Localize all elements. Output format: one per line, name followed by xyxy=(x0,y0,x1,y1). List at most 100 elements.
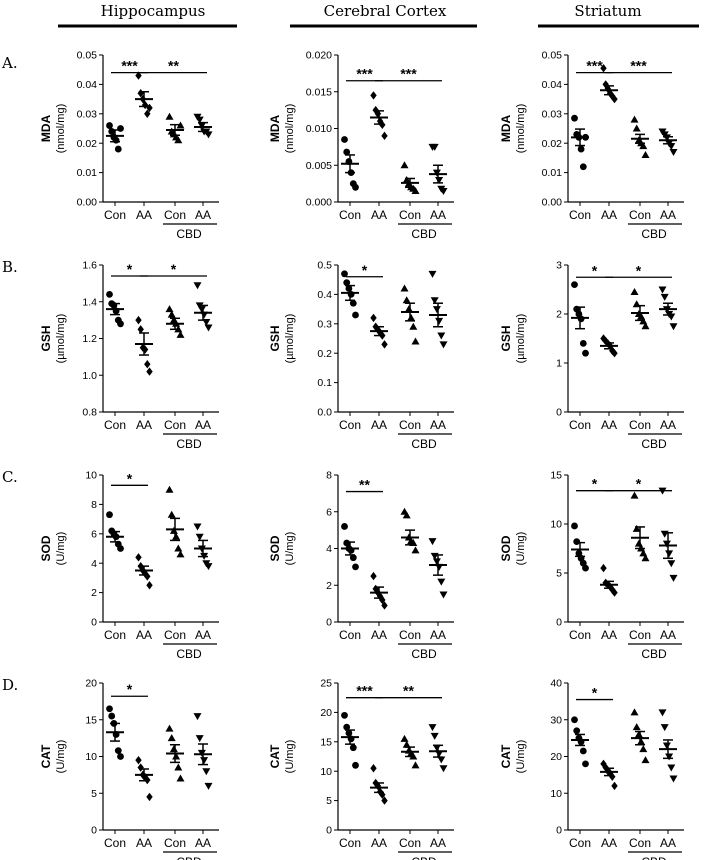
y-tick-label: 6 xyxy=(91,528,97,540)
significance-label: *** xyxy=(356,683,373,699)
data-point xyxy=(379,595,386,605)
data-point xyxy=(341,270,348,278)
chart-panel: 0.8 1.0 1.2 1.4 1.6 GSH (µmol/mg) Con AA Con AA CBD… xyxy=(39,260,219,451)
data-point xyxy=(400,161,409,169)
x-tick-label: AA xyxy=(430,208,446,222)
data-point xyxy=(135,315,142,325)
y-axis-unit: (nmol/mg) xyxy=(515,104,527,154)
significance-label: *** xyxy=(630,58,647,74)
data-point xyxy=(370,313,377,323)
x-tick-label: Con xyxy=(569,418,591,432)
data-point xyxy=(176,550,185,558)
y-axis-title: SOD xyxy=(39,535,53,561)
chart-panel: 0.00 0.01 0.02 0.03 0.04 0.05 MDA (nmol/mg) Con A… xyxy=(499,50,684,241)
data-point xyxy=(432,744,441,752)
data-point xyxy=(352,563,359,571)
data-point xyxy=(200,757,209,765)
x-tick-label: Con xyxy=(399,628,421,642)
chart-panel: 0 5 10 15 SOD (U/mg) Con AA Con AA CBD * * xyxy=(499,470,684,661)
x-tick-label: Con xyxy=(339,836,361,850)
data-point xyxy=(165,724,174,732)
data-point xyxy=(634,730,643,738)
data-point xyxy=(137,763,144,772)
data-point xyxy=(144,572,151,581)
data-point xyxy=(630,708,639,716)
y-tick-label: 0.3 xyxy=(317,318,332,330)
significance-label: * xyxy=(171,261,177,277)
chart-panel: 0.00 0.01 0.02 0.03 0.04 0.05 MDA (nmol/mg) Con A… xyxy=(39,50,219,241)
data-point xyxy=(428,538,437,546)
data-point xyxy=(658,709,667,717)
y-tick-label: 0 xyxy=(556,825,562,837)
data-point xyxy=(641,756,650,764)
data-point xyxy=(641,150,650,158)
y-tick-label: 15 xyxy=(550,470,562,482)
x-tick-label: Con xyxy=(569,628,591,642)
data-point xyxy=(579,747,587,755)
y-tick-label: 15 xyxy=(85,714,97,726)
x-tick-label: Con xyxy=(569,208,591,222)
data-point xyxy=(352,183,359,191)
data-point xyxy=(602,336,609,346)
data-point xyxy=(641,554,650,562)
data-point xyxy=(571,114,578,122)
data-point xyxy=(174,763,183,771)
cbd-group-label: CBD xyxy=(176,647,202,661)
cbd-group-label: CBD xyxy=(641,437,667,451)
data-point xyxy=(411,761,420,769)
y-tick-label: 0 xyxy=(326,617,332,629)
x-tick-label: Con xyxy=(569,836,591,850)
data-point xyxy=(411,186,420,194)
x-tick-label: Con xyxy=(399,208,421,222)
data-point xyxy=(432,558,441,566)
y-tick-label: 2 xyxy=(556,309,562,321)
x-tick-label: AA xyxy=(136,836,152,850)
data-point xyxy=(106,511,113,519)
y-tick-label: 10 xyxy=(320,766,332,778)
y-axis-unit: (U/mg) xyxy=(515,532,527,566)
data-point xyxy=(135,755,142,765)
y-axis-title: GSH xyxy=(39,325,53,351)
significance-label: * xyxy=(592,262,598,278)
cbd-group-label: CBD xyxy=(411,647,437,661)
y-tick-label: 10 xyxy=(85,470,97,482)
y-tick-label: 0.01 xyxy=(542,167,563,179)
y-tick-label: 0 xyxy=(326,825,332,837)
data-point xyxy=(639,142,648,150)
y-tick-label: 0.010 xyxy=(306,123,332,135)
y-tick-label: 5 xyxy=(556,568,562,580)
x-tick-label: Con xyxy=(164,628,186,642)
x-tick-label: AA xyxy=(371,836,387,850)
data-point xyxy=(667,560,676,568)
data-point xyxy=(349,554,357,562)
x-tick-label: AA xyxy=(601,208,617,222)
significance-label: * xyxy=(636,262,642,278)
data-point xyxy=(108,128,116,135)
data-point xyxy=(167,510,176,518)
cbd-group-label: CBD xyxy=(176,227,202,241)
significance-label: * xyxy=(592,685,598,701)
x-tick-label: AA xyxy=(430,628,446,642)
y-tick-label: 0.00 xyxy=(77,197,98,209)
y-tick-label: 10 xyxy=(550,519,562,531)
data-point xyxy=(602,578,609,587)
x-tick-label: Con xyxy=(164,418,186,432)
data-point xyxy=(343,723,351,731)
data-point xyxy=(112,136,120,144)
data-point xyxy=(402,740,411,748)
data-point xyxy=(400,284,409,292)
x-tick-label: Con xyxy=(164,208,186,222)
data-point xyxy=(370,571,377,581)
data-point xyxy=(108,712,116,720)
data-point xyxy=(437,578,446,586)
data-point xyxy=(381,601,388,610)
y-tick-label: 0 xyxy=(556,407,562,419)
y-tick-label: 6 xyxy=(326,506,332,518)
column-title-striatum: Striatum xyxy=(574,2,641,20)
data-point xyxy=(135,553,142,562)
data-point xyxy=(600,563,607,573)
data-point xyxy=(428,724,437,732)
data-point xyxy=(117,125,124,132)
